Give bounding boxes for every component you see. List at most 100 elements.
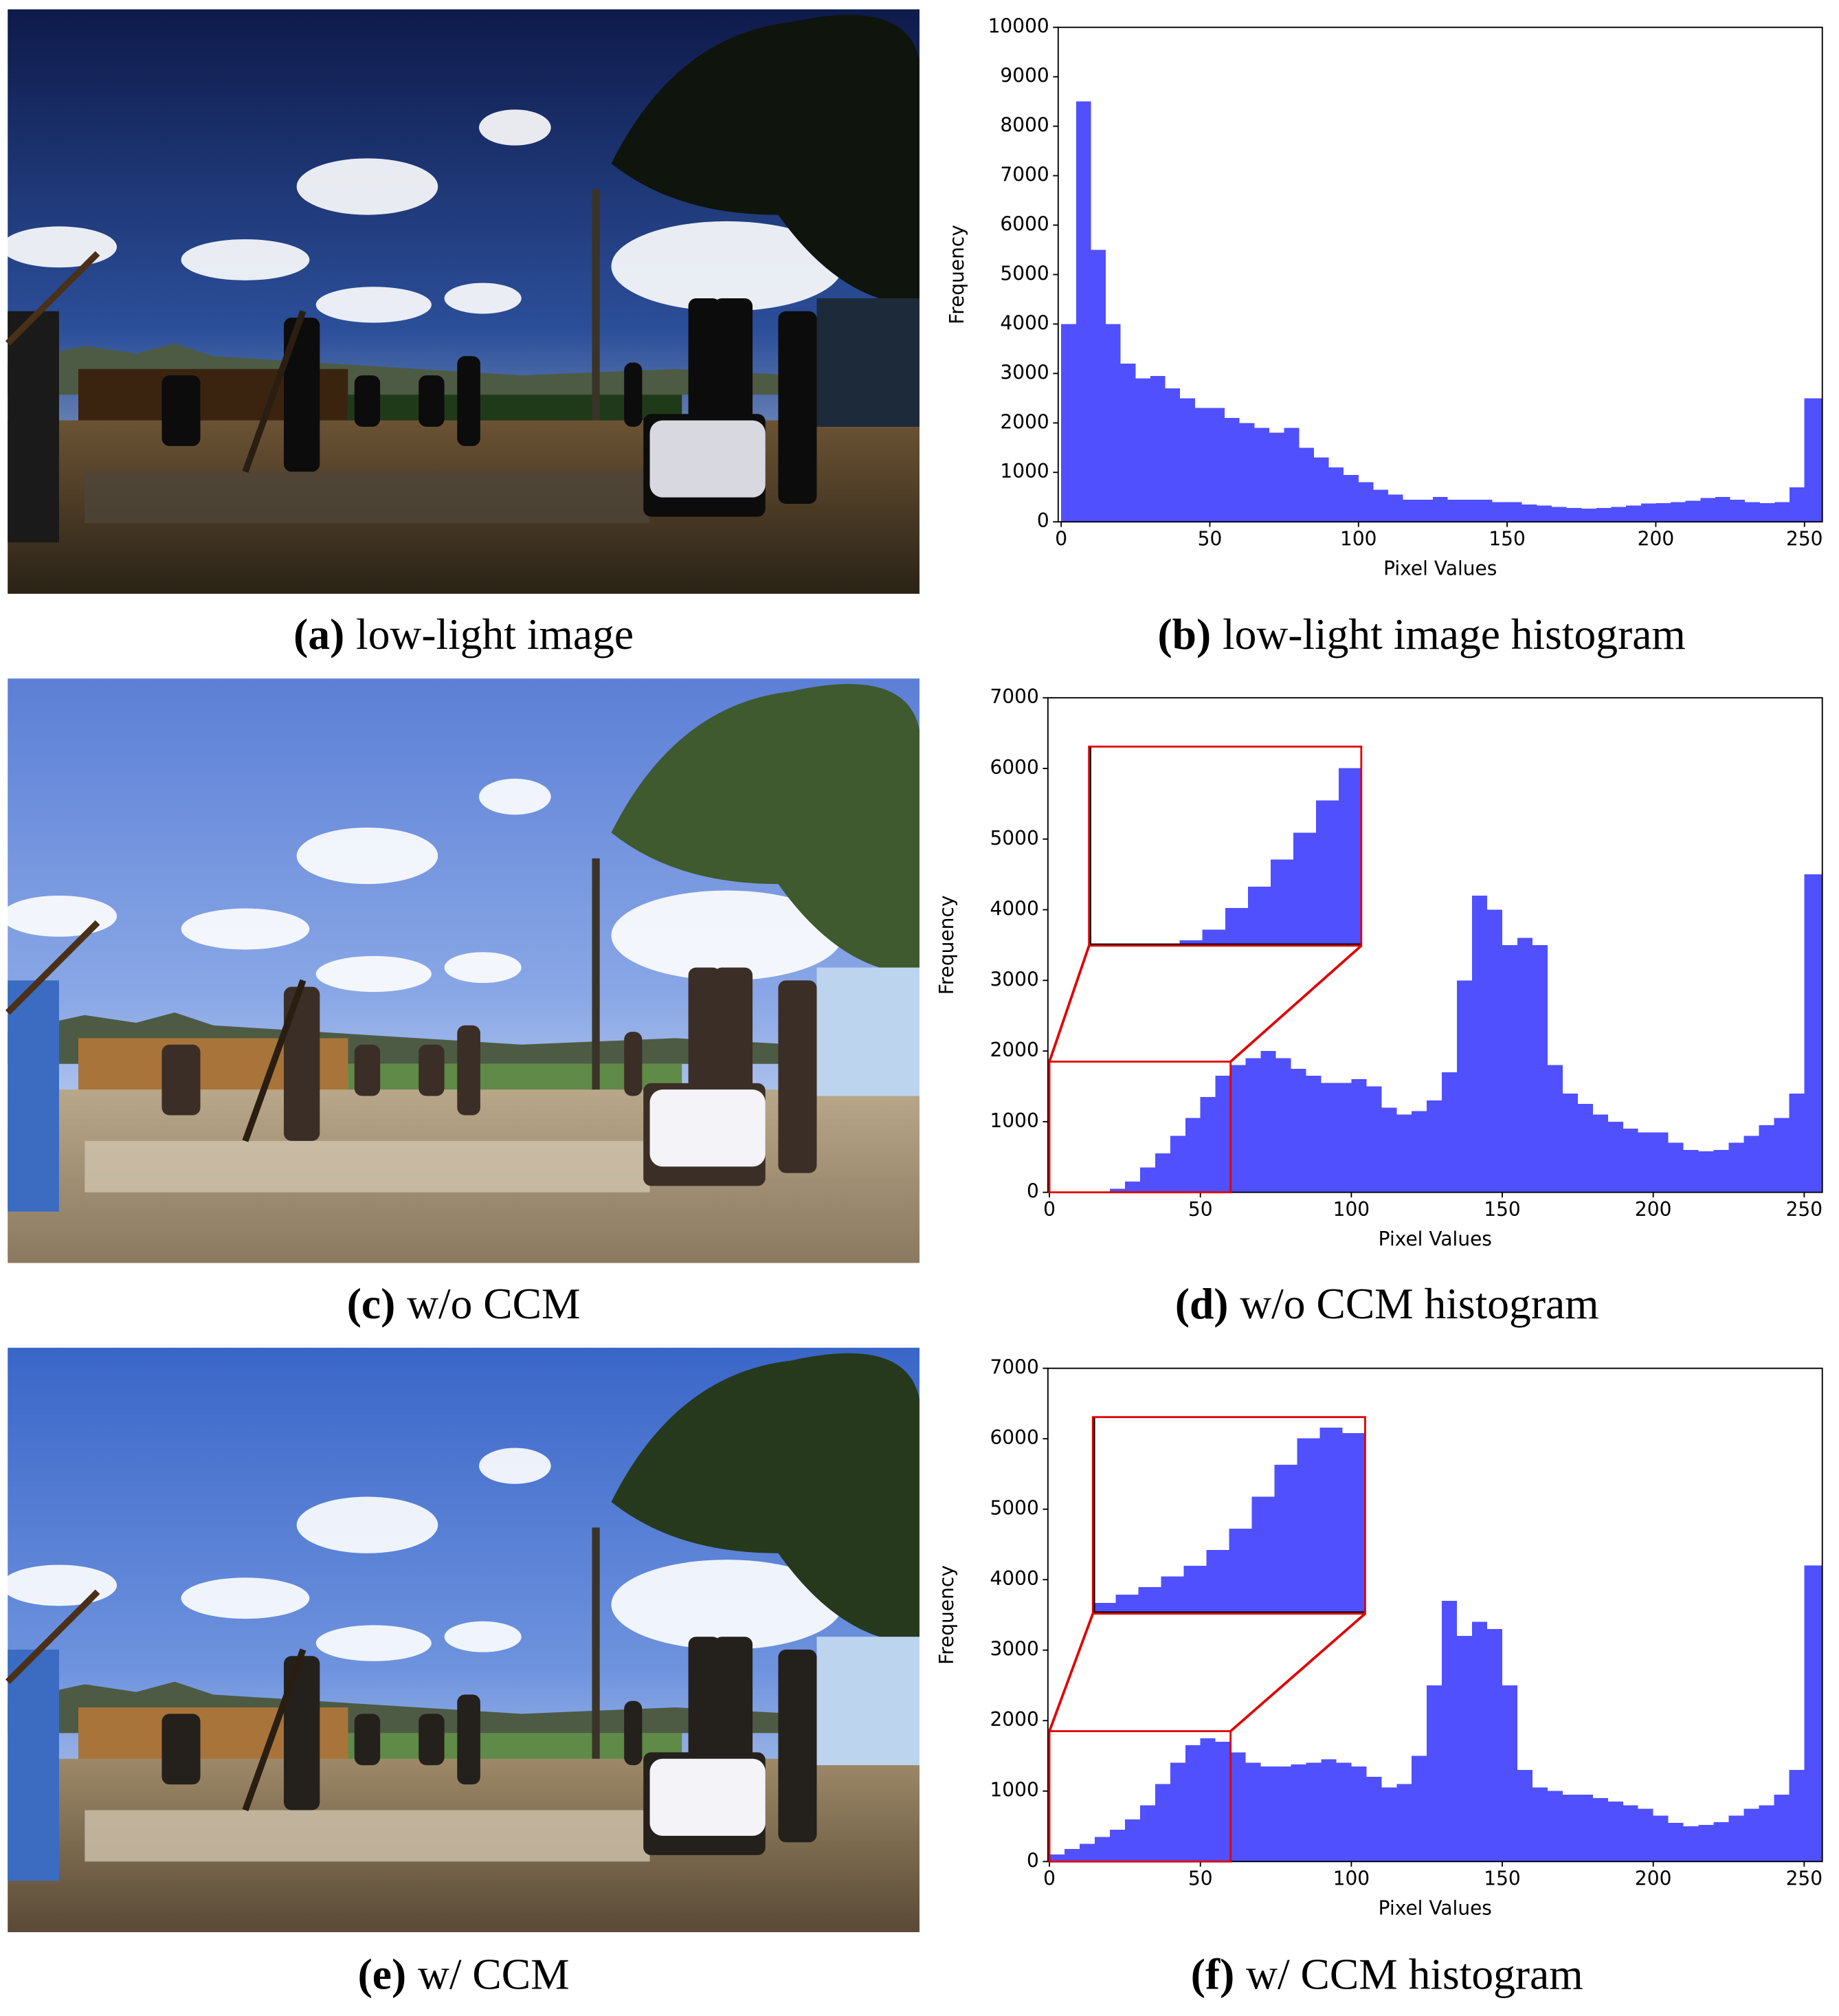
bar [1472, 1621, 1488, 1862]
bar [1607, 1121, 1623, 1193]
y-tick-label: 0 [1027, 1180, 1039, 1203]
bar [1611, 507, 1627, 522]
inset-bar [1138, 1586, 1161, 1614]
y-tick-label: 2000 [1000, 410, 1049, 433]
bar [1759, 502, 1775, 522]
bar [1373, 489, 1389, 522]
bar [1487, 1628, 1503, 1862]
y-tick-label: 7000 [1000, 164, 1049, 186]
cloud [479, 778, 551, 815]
bar [1245, 1058, 1261, 1193]
y-tick-label: 3000 [990, 1638, 1038, 1661]
y-tick-label: 1000 [1000, 460, 1049, 483]
bar [1321, 1759, 1337, 1862]
slab [85, 1140, 650, 1193]
inset-bar [1229, 1528, 1252, 1614]
caption-text: w/ CCM histogram [1246, 1949, 1583, 1998]
bar [1120, 363, 1136, 522]
bar [1065, 1848, 1080, 1862]
person-left [8, 311, 59, 543]
x-tick-label: 0 [1043, 1198, 1056, 1221]
caption-text: low-light image histogram [1223, 610, 1686, 658]
bar [1462, 499, 1478, 522]
bar [1306, 1762, 1322, 1862]
bar [1592, 1798, 1608, 1862]
person [714, 1637, 753, 1778]
zoom-connector [1229, 944, 1363, 1063]
stick [5, 251, 100, 346]
bar [1215, 1076, 1231, 1193]
bar [1061, 324, 1076, 522]
x-tick-label: 150 [1489, 527, 1525, 550]
bar [1106, 324, 1121, 522]
bar [1671, 502, 1686, 522]
bar [1457, 980, 1473, 1193]
bar [1728, 1142, 1744, 1193]
bar [1336, 1083, 1352, 1193]
bar [1358, 482, 1374, 522]
cloud [296, 1496, 438, 1553]
bar [1715, 497, 1730, 522]
bar [1135, 378, 1150, 522]
zoom-connector [1048, 945, 1091, 1063]
bar [1275, 1766, 1291, 1862]
y-tick-label: 5000 [990, 827, 1038, 850]
stick [242, 310, 306, 473]
bar [1336, 1762, 1352, 1862]
bar [1552, 507, 1567, 522]
white-shirt [649, 420, 766, 498]
y-tick-label: 4000 [1000, 311, 1049, 334]
bar [1623, 1129, 1638, 1193]
caption-label: (e) [358, 1949, 407, 1998]
zoom-box [1048, 1730, 1232, 1863]
bar [1804, 874, 1823, 1193]
bar [1547, 1791, 1563, 1862]
person [624, 362, 643, 427]
x-tick-label: 250 [1786, 527, 1823, 550]
bar [1517, 938, 1532, 1193]
bar [1344, 474, 1359, 522]
pole [592, 1527, 600, 1759]
bar [1412, 1755, 1427, 1862]
person [714, 298, 753, 440]
person [688, 298, 721, 427]
y-tick-label: 0 [1037, 509, 1049, 532]
x-tick-label: 50 [1198, 527, 1223, 550]
bar [1275, 1058, 1291, 1193]
bar [1124, 1819, 1140, 1862]
bar [1109, 1830, 1125, 1862]
cloud [611, 221, 843, 311]
y-tick-label: 8000 [1000, 114, 1049, 137]
x-tick-label: 150 [1484, 1198, 1520, 1221]
bar [1170, 1762, 1185, 1862]
cloud [315, 287, 432, 323]
bar [1532, 1787, 1548, 1862]
bar [1442, 1600, 1458, 1862]
person [161, 375, 201, 446]
bar [1577, 1794, 1593, 1862]
bar [1381, 1787, 1397, 1862]
bar [1180, 398, 1195, 522]
cloud [296, 827, 438, 885]
bar [1427, 1100, 1442, 1193]
bar [1789, 1093, 1805, 1193]
stick [5, 1589, 100, 1684]
person [419, 375, 445, 427]
cloud [444, 952, 522, 984]
cloud [181, 908, 310, 950]
cloud [315, 1625, 432, 1661]
bar [1743, 1808, 1759, 1862]
y-tick-label: 6000 [990, 756, 1038, 779]
inset-bar [1161, 1576, 1184, 1614]
bar [1638, 1132, 1653, 1193]
caption-label: (c) [347, 1278, 396, 1327]
bar [1185, 1745, 1201, 1862]
plot-frame [1047, 697, 1823, 1193]
y-axis-label: Frequency [935, 1565, 958, 1665]
bar [1075, 101, 1091, 522]
tree [611, 14, 920, 305]
cloud [1, 895, 118, 937]
person [778, 980, 817, 1173]
bar [1522, 505, 1537, 522]
